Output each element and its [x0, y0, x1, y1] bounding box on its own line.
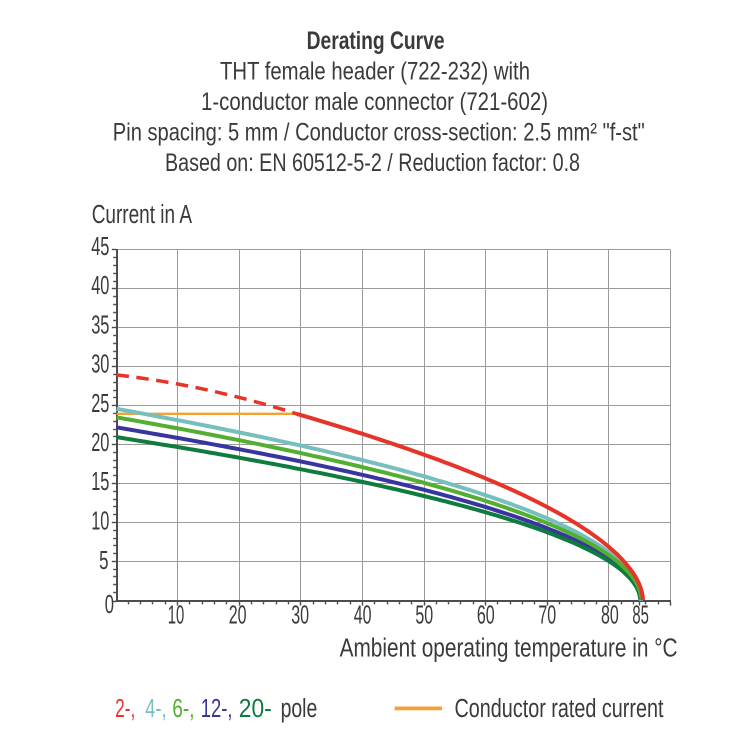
svg-text:Based on: EN 60512-5-2 / Reduc: Based on: EN 60512-5-2 / Reduction facto…	[165, 149, 580, 177]
svg-text:Conductor rated current: Conductor rated current	[455, 695, 664, 723]
svg-text:20-: 20-	[239, 695, 272, 723]
svg-text:70: 70	[538, 602, 556, 630]
svg-text:2-,: 2-,	[115, 695, 135, 723]
svg-text:25: 25	[91, 390, 109, 418]
svg-text:1-conductor male connector (72: 1-conductor male connector (721-602)	[201, 88, 548, 116]
svg-text:Derating Curve: Derating Curve	[307, 27, 445, 55]
svg-text:THT female header (722-232) w: THT female header (722-232) with	[220, 58, 530, 86]
svg-text:15: 15	[91, 468, 109, 496]
svg-text:20: 20	[91, 429, 109, 457]
svg-text:Ambient operating temperature: Ambient operating temperature in °C	[340, 634, 678, 662]
svg-text:20: 20	[229, 602, 247, 630]
svg-text:80: 80	[601, 602, 619, 630]
svg-text:6-,: 6-,	[172, 695, 194, 723]
svg-text:10: 10	[168, 602, 185, 630]
svg-text:Pin spacing: 5 mm / Conductor: Pin spacing: 5 mm / Conductor cross-sect…	[113, 119, 645, 147]
svg-text:10: 10	[91, 507, 109, 535]
svg-text:50: 50	[415, 602, 433, 630]
svg-text:0: 0	[105, 590, 114, 618]
svg-text:40: 40	[91, 272, 109, 300]
svg-text:85: 85	[632, 602, 649, 630]
svg-text:4-,: 4-,	[145, 695, 167, 723]
svg-text:12-,: 12-,	[201, 695, 233, 723]
svg-text:45: 45	[91, 233, 109, 261]
svg-text:60: 60	[477, 602, 495, 630]
svg-text:pole: pole	[281, 695, 318, 723]
svg-text:35: 35	[91, 311, 109, 339]
svg-text:30: 30	[291, 602, 309, 630]
svg-text:5: 5	[99, 545, 108, 574]
svg-text:30: 30	[91, 351, 109, 379]
svg-text:40: 40	[354, 602, 372, 630]
svg-text:Current in A: Current in A	[92, 201, 192, 229]
